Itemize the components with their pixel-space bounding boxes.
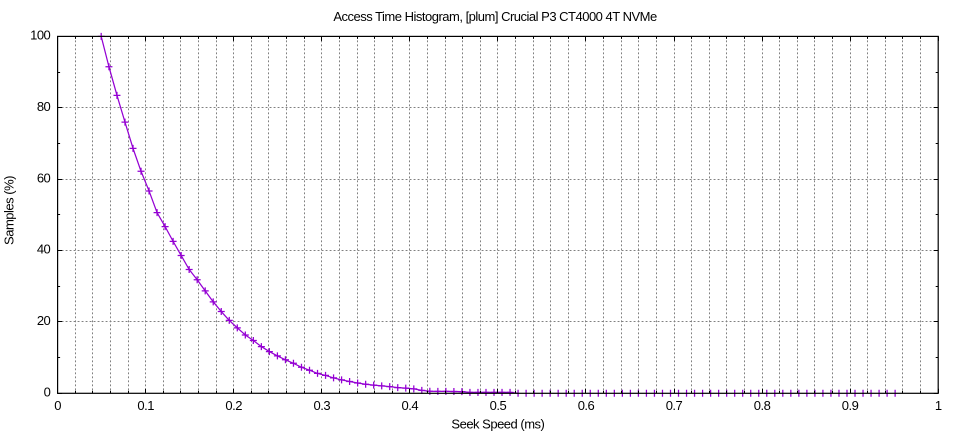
svg-text:0.6: 0.6	[578, 398, 595, 413]
svg-text:0.3: 0.3	[314, 398, 331, 413]
svg-text:0.1: 0.1	[137, 398, 154, 413]
svg-text:0: 0	[54, 398, 61, 413]
svg-text:0.7: 0.7	[666, 398, 683, 413]
svg-text:0.2: 0.2	[225, 398, 242, 413]
svg-text:80: 80	[37, 99, 51, 114]
svg-text:40: 40	[37, 242, 51, 257]
svg-text:60: 60	[37, 170, 51, 185]
svg-text:0.4: 0.4	[402, 398, 419, 413]
svg-text:0.8: 0.8	[754, 398, 771, 413]
svg-text:Seek Speed (ms): Seek Speed (ms)	[451, 417, 544, 432]
svg-text:1: 1	[935, 398, 942, 413]
svg-text:0: 0	[44, 384, 51, 399]
svg-text:Samples (%): Samples (%)	[2, 176, 17, 245]
svg-text:Access Time Histogram, [plum]: Access Time Histogram, [plum] Crucial P3…	[333, 9, 657, 24]
svg-text:0.5: 0.5	[490, 398, 507, 413]
svg-text:100: 100	[30, 28, 50, 43]
svg-text:0.9: 0.9	[842, 398, 859, 413]
svg-text:20: 20	[37, 313, 51, 328]
